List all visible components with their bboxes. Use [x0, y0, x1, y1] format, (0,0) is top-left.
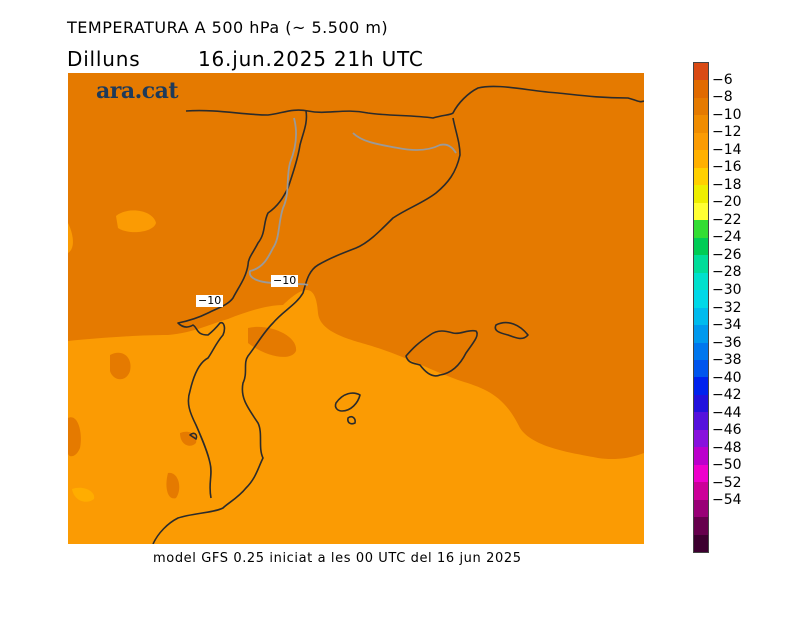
colorbar-swatch: [694, 429, 708, 448]
colorbar-tick-labels: −6 −8 −10 −12 −14 −16 −18 −20 −22 −24 −26 −28 −30 −32…: [712, 62, 792, 553]
field-patch-warm: [110, 352, 131, 380]
colorbar-tick-label: −8: [712, 89, 733, 106]
colorbar-swatch: [694, 517, 708, 535]
map-title: TEMPERATURA A 500 hPa (~ 5.500 m): [67, 18, 389, 37]
colorbar-swatch: [694, 132, 708, 151]
colorbar-tick-label: −40: [712, 369, 742, 386]
colorbar-tick-label: −36: [712, 334, 742, 351]
balearic-mallorca: [405, 329, 478, 377]
colorbar-tick-label: −46: [712, 422, 742, 439]
pyrenees-northern-border: [185, 85, 644, 119]
colorbar-swatch: [694, 342, 708, 360]
colorbar-swatch: [694, 412, 708, 430]
model-info-footer: model GFS 0.25 iniciat a les 00 UTC del …: [153, 551, 522, 566]
colorbar-swatch: [694, 377, 708, 395]
colorbar-swatch: [694, 447, 708, 465]
colorbar-tick-label: −12: [712, 124, 742, 141]
colorbar-swatch: [694, 255, 708, 273]
colorbar-tick-label: −20: [712, 194, 742, 211]
field-zone-minus-12-to-minus-14: [72, 487, 95, 502]
colorbar-swatch: [694, 307, 708, 326]
colorbar-swatch: [694, 202, 708, 221]
field-zone-minus-10-to-minus-12: [68, 290, 644, 544]
forecast-datetime: 16.jun.2025 21h UTC: [198, 47, 424, 71]
catalonia-coast: [152, 117, 461, 544]
balearic-formentera: [347, 416, 356, 425]
colorbar-tick-label: −6: [712, 71, 733, 88]
contour-label-west: −10: [196, 294, 224, 307]
colorbar-swatch: [694, 534, 708, 553]
colorbar-swatch: [694, 290, 708, 308]
colorbar-tick-label: −16: [712, 159, 742, 176]
field-patch-warm: [248, 326, 297, 357]
colorbar-tick-label: −22: [712, 211, 742, 228]
colorbar-swatch: [694, 237, 708, 256]
colorbar-swatch: [694, 115, 708, 133]
colorbar-tick-label: −26: [712, 246, 742, 263]
colorbar-tick-label: −28: [712, 264, 742, 281]
colorbar-tick-label: −42: [712, 387, 742, 404]
contour-label-east: −10: [271, 274, 299, 287]
colorbar-swatch: [694, 220, 708, 238]
colorbar-swatch: [694, 394, 708, 413]
colorbar-tick-label: −44: [712, 404, 742, 421]
field-patch-warm: [166, 472, 180, 499]
field-patch-warm: [68, 417, 81, 457]
colorbar-tick-label: −14: [712, 141, 742, 158]
colorbar-tick-label: −52: [712, 474, 742, 491]
inner-border-west: [177, 110, 308, 499]
colorbar-tick-label: −24: [712, 229, 742, 246]
field-zone-minus-12-to-minus-14: [68, 223, 73, 253]
colorbar-tick-label: −32: [712, 299, 742, 316]
andorra-border: [352, 132, 457, 154]
colorbar-tick-label: −54: [712, 492, 742, 509]
field-zone-minus-12-to-minus-14: [116, 210, 156, 233]
colorbar-swatch: [694, 63, 708, 81]
colorbar-tick-label: −48: [712, 439, 742, 456]
colorbar-tick-label: −34: [712, 317, 742, 334]
coastline: [152, 85, 644, 544]
balearic-ibiza: [334, 392, 361, 412]
colorbar-tick-label: −18: [712, 176, 742, 193]
colorbar-swatch: [694, 325, 708, 343]
colorbar-tick-label: −38: [712, 352, 742, 369]
forecast-day: Dilluns: [67, 47, 141, 71]
balearic-menorca: [494, 321, 529, 340]
temperature-map: [68, 73, 644, 544]
colorbar-swatch: [694, 359, 708, 378]
colorbar-swatch: [694, 499, 708, 518]
colorbar-tick-label: −50: [712, 457, 742, 474]
map-canvas: [68, 73, 644, 544]
colorbar-swatch: [694, 272, 708, 291]
temperature-colorbar: [693, 62, 709, 553]
colorbar-swatch: [694, 80, 708, 98]
colorbar-swatch: [694, 482, 708, 500]
colorbar-tick-label: −30: [712, 281, 742, 298]
colorbar-swatch: [694, 464, 708, 483]
colorbar-swatch: [694, 185, 708, 203]
colorbar-swatch: [694, 167, 708, 186]
columbretes-islet: [189, 432, 198, 440]
field-patch-warm: [180, 431, 197, 446]
ara-cat-logo: ara.cat: [96, 78, 179, 104]
colorbar-swatch: [694, 150, 708, 168]
colorbar-tick-label: −10: [712, 106, 742, 123]
colorbar-swatch: [694, 97, 708, 116]
